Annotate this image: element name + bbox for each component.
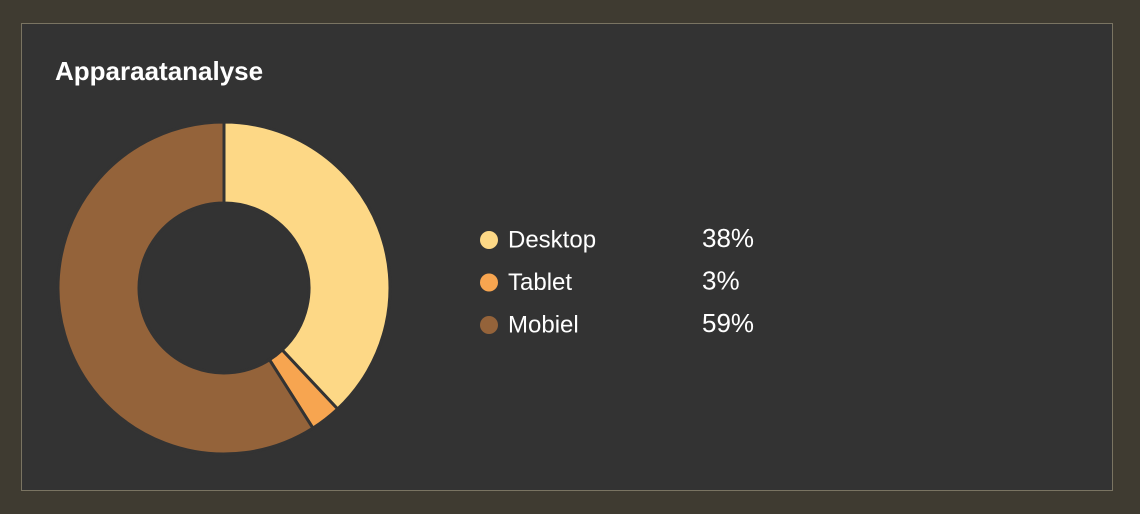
chart-title: Apparaatanalyse (55, 56, 263, 86)
value-label: 3% (702, 265, 740, 295)
legend-marker (480, 316, 498, 334)
legend-label: Mobiel (508, 311, 579, 338)
legend-label: Desktop (508, 226, 596, 253)
slice (222, 120, 392, 412)
legend-marker (480, 273, 498, 292)
legend-marker (480, 231, 498, 249)
value-label: 38% (702, 223, 754, 253)
value-label: 59% (702, 308, 754, 338)
slice (56, 120, 316, 456)
legend-label: Tablet (508, 269, 572, 296)
